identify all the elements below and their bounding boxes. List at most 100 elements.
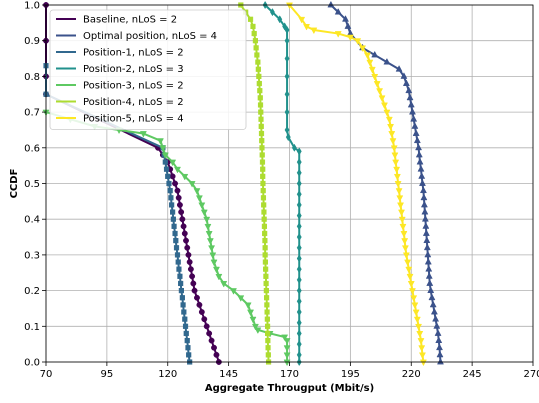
data-point-marker: [296, 254, 302, 263]
y-axis-ticks: 0.0 0.1 0.2 0.3 0.4 0.5 0.6 0.7 0.8 0.9 1.0: [24, 1, 46, 369]
data-point-marker: [264, 330, 271, 337]
data-point-marker: [415, 143, 423, 151]
data-point-marker: [281, 334, 289, 342]
data-point-marker: [396, 195, 404, 202]
data-point-marker: [433, 322, 441, 329]
data-point-marker: [183, 330, 189, 337]
data-point-marker: [420, 193, 428, 201]
data-point-marker: [407, 281, 415, 288]
data-point-marker: [393, 166, 401, 174]
data-point-marker: [425, 265, 433, 272]
data-point-marker: [430, 307, 438, 315]
data-point-marker: [400, 231, 408, 238]
data-point-marker: [392, 159, 400, 167]
data-point-marker: [284, 54, 290, 63]
data-point-marker: [264, 323, 271, 329]
data-point-marker: [417, 165, 425, 172]
data-point-marker: [261, 216, 267, 222]
data-point-marker: [200, 209, 208, 217]
data-point-marker: [432, 315, 440, 322]
data-point-marker: [296, 329, 302, 338]
data-point-marker: [159, 145, 167, 152]
data-point-marker: [186, 352, 192, 358]
data-point-marker: [406, 273, 414, 281]
data-point-marker: [258, 109, 264, 115]
data-point-marker: [257, 95, 263, 101]
data-point-marker: [203, 323, 210, 330]
series-layer: [42, 0, 444, 367]
data-point-marker: [178, 209, 185, 216]
legend-item: Position-3, nLoS = 2: [56, 81, 184, 92]
data-point-marker: [421, 215, 429, 222]
data-point-marker: [270, 8, 275, 17]
data-point-marker: [435, 336, 443, 343]
x-tick-label: 195: [341, 369, 360, 380]
data-point-marker: [203, 216, 211, 224]
data-point-marker: [410, 295, 418, 302]
data-point-marker: [198, 309, 205, 315]
data-point-marker: [169, 173, 176, 180]
data-point-marker: [296, 232, 302, 242]
data-point-marker: [394, 181, 402, 188]
x-tick-label: 120: [158, 369, 177, 380]
data-point-marker: [411, 122, 419, 129]
y-tick-label: 0.3: [24, 250, 40, 261]
data-point-marker: [416, 331, 424, 338]
data-point-marker: [180, 302, 186, 308]
data-point-marker: [264, 295, 270, 301]
y-tick-label: 0.1: [24, 322, 40, 333]
y-tick-label: 0.6: [24, 143, 40, 154]
data-point-marker: [215, 273, 223, 281]
data-point-marker: [196, 301, 203, 308]
data-point-marker: [368, 66, 376, 74]
data-point-marker: [255, 59, 261, 65]
data-point-marker: [169, 202, 175, 208]
data-point-marker: [383, 57, 391, 65]
data-point-marker: [257, 102, 264, 108]
data-point-marker: [260, 166, 266, 172]
data-point-marker: [230, 288, 237, 295]
data-point-marker: [423, 236, 431, 244]
data-point-marker: [177, 273, 183, 279]
data-point-marker: [261, 209, 267, 215]
data-point-marker: [168, 195, 174, 201]
legend-item: Baseline, nLoS = 2: [56, 15, 177, 26]
legend-item: Position-2, nLoS = 3: [56, 64, 184, 75]
data-point-marker: [263, 266, 269, 272]
data-point-marker: [371, 73, 379, 81]
series-line: [264, 4, 301, 362]
data-point-marker: [391, 152, 399, 160]
data-point-marker: [310, 27, 318, 35]
data-point-marker: [342, 15, 349, 22]
data-point-marker: [422, 229, 430, 236]
data-point-marker: [334, 8, 342, 15]
data-point-marker: [296, 243, 302, 252]
data-point-marker: [390, 145, 398, 152]
legend-label: Position-5, nLoS = 4: [83, 114, 184, 125]
data-point-marker: [284, 25, 290, 35]
data-point-marker: [423, 243, 431, 251]
data-point-marker: [407, 100, 415, 108]
y-tick-label: 0.4: [24, 215, 40, 226]
data-point-marker: [402, 252, 410, 260]
data-point-marker: [174, 187, 181, 194]
data-point-marker: [354, 38, 362, 45]
legend-item: Position-4, nLoS = 2: [56, 97, 184, 108]
data-point-marker: [436, 357, 444, 365]
data-point-marker: [388, 131, 396, 138]
y-tick-label: 0.0: [24, 358, 40, 369]
data-point-marker: [189, 273, 196, 280]
data-point-marker: [398, 216, 406, 224]
data-point-marker: [385, 116, 393, 124]
data-point-marker: [376, 88, 384, 95]
data-point-marker: [408, 288, 416, 295]
data-point-marker: [260, 188, 266, 194]
data-point-marker: [296, 157, 302, 167]
data-point-marker: [327, 0, 335, 8]
data-point-marker: [429, 300, 437, 308]
x-tick-label: 95: [101, 369, 114, 380]
data-point-marker: [277, 15, 283, 24]
data-point-marker: [210, 259, 218, 267]
data-point-marker: [284, 36, 290, 45]
legend-label: Position-1, nLoS = 2: [83, 48, 184, 59]
